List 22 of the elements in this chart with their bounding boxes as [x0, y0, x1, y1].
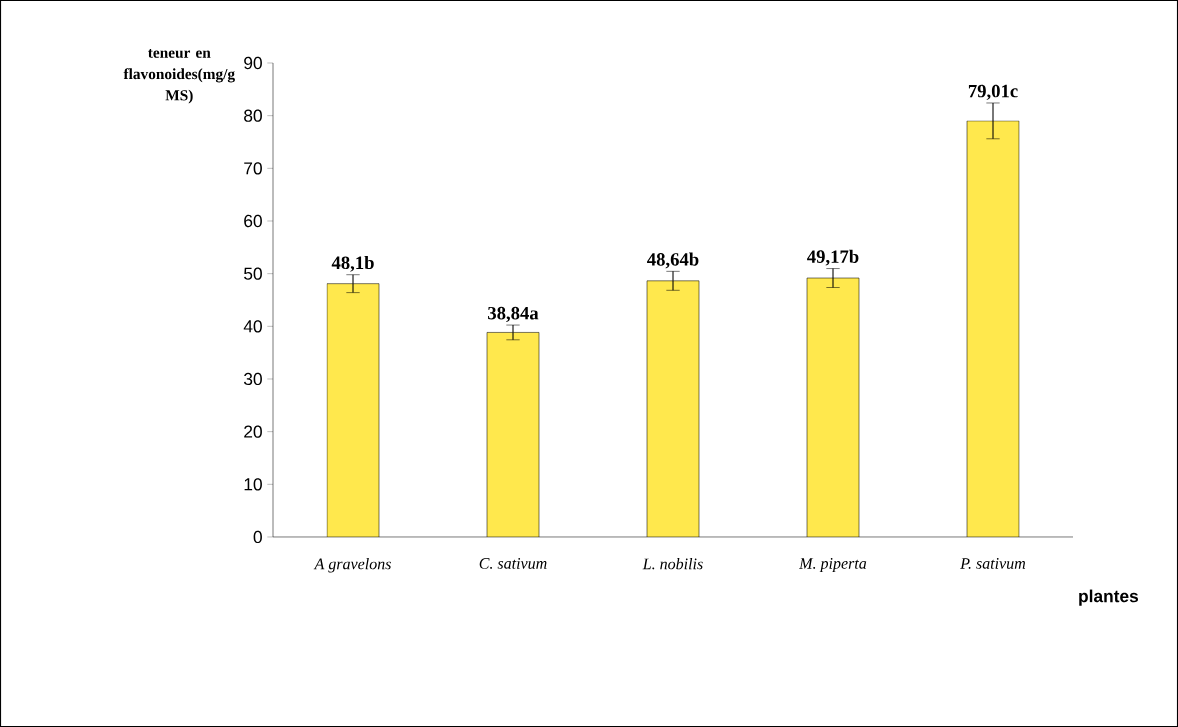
x-tick-label: M. piperta	[799, 558, 867, 573]
data-label: 38,84a	[488, 306, 539, 323]
x-tick-label: L. nobilis	[642, 558, 703, 570]
y-tick-label: 30	[244, 372, 262, 386]
data-label: 48,64b	[647, 252, 699, 269]
x-axis-title: plantes	[1079, 589, 1139, 606]
y-tick-label: 90	[244, 56, 262, 70]
data-label: 79,01c	[968, 84, 1018, 101]
y-tick-label: 60	[244, 214, 262, 228]
y-tick-label: 10	[244, 478, 262, 491]
y-tick-label: 40	[243, 320, 262, 333]
x-tick-label: C. sativum	[479, 558, 547, 569]
x-tick-label: A gravelons	[313, 558, 391, 573]
y-tick-label: 50	[244, 267, 262, 280]
x-tick-label: P. sativum	[960, 558, 1026, 569]
y-tick-label: 70	[244, 162, 262, 175]
y-tick-label: 20	[244, 425, 262, 438]
data-label: 49,17b	[807, 249, 859, 266]
y-axis-title: teneur en flavonoides(mg/g MS)	[123, 49, 235, 104]
data-label: 48,1b	[331, 255, 374, 272]
y-tick-label: 0	[253, 530, 262, 544]
y-tick-label: 80	[244, 109, 262, 122]
